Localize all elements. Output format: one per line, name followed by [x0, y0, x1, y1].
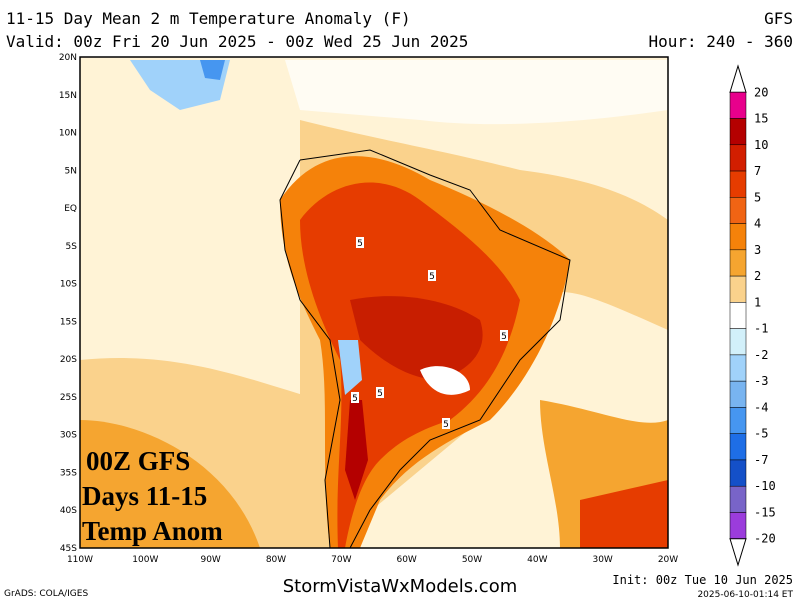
lat-label: 5N	[65, 166, 77, 176]
overlay-text: Temp Anom	[82, 516, 223, 546]
valid: Valid: 00z Fri 20 Jun 2025 - 00z Wed 25 …	[6, 32, 468, 51]
colorbar-box	[729, 380, 747, 408]
stamp: 2025-06-10-01:14 ET	[697, 590, 793, 600]
colorbar-box	[729, 144, 747, 172]
contour-label: 5	[443, 420, 449, 430]
lon-label: 50W	[462, 555, 482, 565]
lat-label: 45S	[60, 544, 77, 554]
lon-label: 60W	[396, 555, 416, 565]
colorbar-label: -2	[754, 348, 768, 362]
colorbar-label: 7	[754, 164, 761, 178]
colorbar-box	[729, 485, 747, 513]
overlay-text: Days 11-15	[82, 481, 207, 511]
colorbar-cap	[729, 64, 747, 93]
contour-label-bg	[356, 237, 364, 248]
colorbar-label: 3	[754, 243, 761, 257]
contour-label-bg	[500, 330, 508, 341]
model: GFS	[764, 9, 793, 28]
colorbar-box	[729, 118, 747, 146]
colorbar-box	[729, 433, 747, 461]
colorbar-label: -15	[754, 505, 776, 519]
lon-label: 90W	[200, 555, 220, 565]
lat-label: 35S	[60, 468, 77, 478]
colorbar-label: 15	[754, 112, 768, 126]
colorbar-box	[729, 407, 747, 434]
colorbar-label: 20	[754, 85, 768, 99]
colorbar-label: 2	[754, 269, 761, 283]
colorbar-box	[729, 249, 747, 277]
overlay-text: 00Z GFS	[86, 446, 190, 476]
contour-label: 5	[429, 272, 435, 282]
lon-label: 30W	[592, 555, 612, 565]
lat-label: 20N	[59, 53, 77, 63]
grads: GrADS: COLA/IGES	[4, 589, 88, 599]
lat-label: 5S	[66, 242, 78, 252]
map-fill	[80, 57, 668, 548]
colorbar-box	[729, 328, 747, 356]
lat-label: 40S	[60, 506, 77, 516]
map-frame	[79, 56, 669, 549]
colorbar-label: -20	[754, 532, 776, 546]
lat-label: EQ	[64, 204, 77, 214]
lat-label: 25S	[60, 393, 77, 403]
lon-label: 100W	[132, 555, 158, 565]
colorbar-label: 10	[754, 138, 768, 152]
colorbar-label: -3	[754, 374, 768, 388]
init: Init: 00z Tue 10 Jun 2025	[612, 573, 793, 587]
colorbar-label: -7	[754, 453, 768, 467]
colorbar-box	[729, 223, 747, 251]
lat-label: 15S	[60, 317, 77, 327]
colorbar-label: -5	[754, 427, 768, 441]
colorbar-label: 5	[754, 190, 761, 204]
colorbar-box	[729, 354, 747, 382]
colorbar-label: 4	[754, 217, 761, 231]
lon-label: 20W	[658, 555, 678, 565]
lon-label: 110W	[67, 555, 93, 565]
contour-label-bg	[442, 418, 450, 429]
colorbar-label: -1	[754, 322, 768, 336]
lat-label: 30S	[60, 431, 77, 441]
colorbar-box	[729, 275, 747, 303]
lat-label: 20S	[60, 355, 77, 365]
colorbar-label: -10	[754, 479, 776, 493]
contour-label: 5	[377, 389, 383, 399]
colorbar-label: 1	[754, 295, 761, 309]
site: StormVistaWxModels.com	[283, 576, 518, 597]
contour-label: 5	[501, 332, 507, 342]
contour-label-bg	[351, 392, 359, 403]
lon-label: 80W	[266, 555, 286, 565]
contour-label-bg	[376, 387, 384, 398]
colorbar-box	[729, 197, 747, 224]
colorbar-box	[729, 512, 747, 539]
colorbar-box	[729, 459, 747, 487]
lat-label: 10S	[60, 280, 77, 290]
colorbar-cap	[729, 538, 747, 567]
lat-label: 10N	[59, 129, 77, 139]
hour: Hour: 240 - 360	[649, 32, 794, 51]
contour-label: 5	[357, 239, 363, 249]
colorbar-box	[729, 92, 747, 119]
lat-label: 15N	[59, 91, 77, 101]
lon-label: 70W	[331, 555, 351, 565]
title: 11-15 Day Mean 2 m Temperature Anomaly (…	[6, 9, 411, 28]
colorbar-label: -4	[754, 400, 768, 414]
contour-label-bg	[428, 270, 436, 281]
colorbar-box	[729, 302, 747, 329]
colorbar-box	[729, 170, 747, 198]
contour-label: 5	[352, 394, 358, 404]
lon-label: 40W	[527, 555, 547, 565]
